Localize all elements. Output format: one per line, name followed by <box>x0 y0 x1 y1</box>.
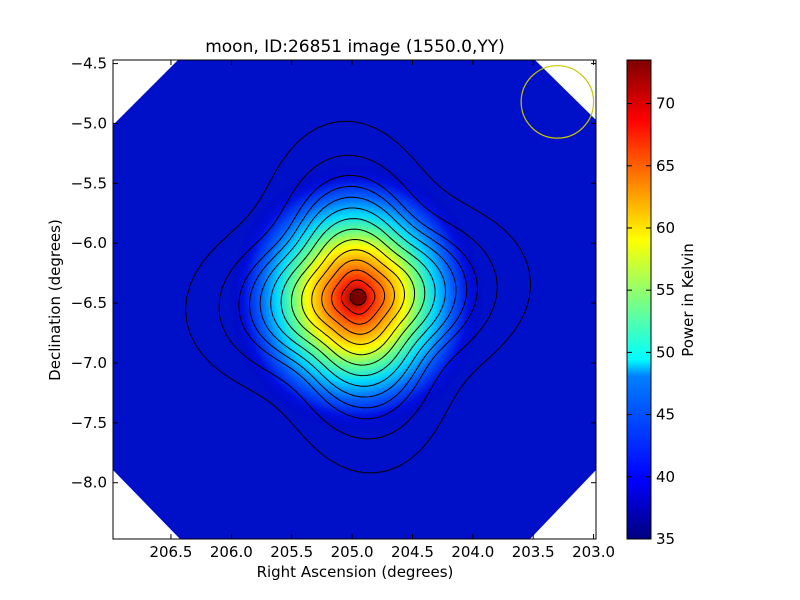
colorbar-tick-label: 40 <box>656 468 675 486</box>
x-tick-label: 203.0 <box>572 543 615 561</box>
colorbar-tick-label: 60 <box>656 219 675 237</box>
contour-line <box>340 279 376 315</box>
contour-line <box>331 269 386 325</box>
x-tick-label: 204.5 <box>391 543 434 561</box>
y-tick-label: −7.0 <box>71 354 107 372</box>
colorbar-axis: 35 40 45 50 55 60 65 70 <box>627 95 675 548</box>
colorbar-label: Power in Kelvin <box>679 243 697 357</box>
colorbar-tick-label: 45 <box>656 406 675 424</box>
contour-line <box>280 218 436 377</box>
colorbar-tick-label: 55 <box>656 281 675 299</box>
peak-core <box>349 288 367 306</box>
y-tick-label: −6.0 <box>71 234 107 252</box>
x-tick-label: 205.0 <box>331 543 374 561</box>
contour-line <box>218 154 498 440</box>
contour-line <box>259 196 457 398</box>
image-area <box>113 60 596 539</box>
contour-lines <box>185 120 532 474</box>
y-tick-label: −5.0 <box>71 114 107 132</box>
beam-circle <box>520 65 595 139</box>
x-tick-label: 206.0 <box>210 543 253 561</box>
contour-line <box>301 238 416 356</box>
contour-line <box>270 207 447 387</box>
y-axis-label: Declination (degrees) <box>46 219 64 381</box>
y-tick-label: −7.5 <box>71 414 107 432</box>
colorbar-tick-label: 50 <box>656 343 675 361</box>
contour-line <box>290 228 426 366</box>
contour-line <box>185 120 532 474</box>
y-tick-label: −5.5 <box>71 174 107 192</box>
y-tick-label: −6.5 <box>71 294 107 312</box>
x-tick-label: 206.5 <box>149 543 192 561</box>
x-tick-label: 203.5 <box>512 543 555 561</box>
x-axis-label: Right Ascension (degrees) <box>257 563 454 581</box>
colorbar-tick-label: 35 <box>656 530 675 548</box>
contour-line <box>238 175 479 420</box>
x-axis: 206.5 206.0 205.5 205.0 204.5 204.0 203.5 203.0 <box>149 60 615 561</box>
plot-frame <box>112 59 597 540</box>
colorbar <box>626 59 652 540</box>
contour-line <box>321 259 396 335</box>
y-axis: −4.5 −5.0 −5.5 −6.0 −6.5 −7.0 −7.5 −8.0 <box>71 55 596 492</box>
contour-line <box>248 185 468 409</box>
colorbar-tick-label: 70 <box>656 95 675 113</box>
colorbar-tick-label: 65 <box>656 157 675 175</box>
x-tick-label: 205.5 <box>270 543 313 561</box>
chart-title: moon, ID:26851 image (1550.0,YY) <box>205 37 505 57</box>
y-tick-label: −8.0 <box>71 474 107 492</box>
contour-line <box>311 249 406 345</box>
y-tick-label: −4.5 <box>71 55 107 73</box>
x-tick-label: 204.0 <box>451 543 494 561</box>
